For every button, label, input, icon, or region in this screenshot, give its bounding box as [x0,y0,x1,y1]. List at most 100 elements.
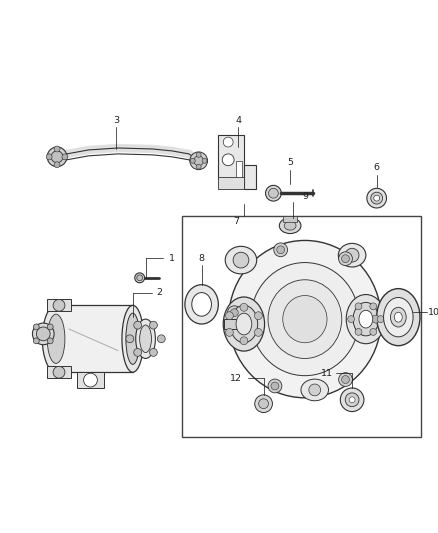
Ellipse shape [185,285,219,324]
Circle shape [355,328,362,335]
Bar [224,319,246,329]
Ellipse shape [47,147,67,167]
Circle shape [355,303,362,310]
Ellipse shape [223,297,265,351]
Bar [236,161,242,176]
Circle shape [196,164,201,169]
Text: 1: 1 [169,254,175,263]
Ellipse shape [353,302,379,336]
Ellipse shape [140,325,152,352]
Ellipse shape [230,305,258,343]
Circle shape [277,246,285,254]
Circle shape [367,188,386,208]
Ellipse shape [47,314,65,364]
Bar [219,177,244,189]
Ellipse shape [135,273,145,282]
Circle shape [349,397,355,403]
Bar [77,372,104,388]
Circle shape [369,312,382,326]
Circle shape [230,309,238,317]
Circle shape [47,338,53,344]
Ellipse shape [359,310,373,328]
Text: 2: 2 [156,288,162,297]
Bar [47,300,71,311]
Circle shape [370,328,377,335]
Circle shape [268,188,278,198]
Ellipse shape [338,244,366,267]
Circle shape [47,324,53,330]
Circle shape [254,328,262,336]
Ellipse shape [126,313,140,365]
Ellipse shape [32,323,54,345]
Circle shape [342,255,350,263]
Circle shape [309,384,321,396]
Ellipse shape [279,218,301,233]
Text: 7: 7 [233,217,239,226]
Text: 5: 5 [287,158,293,167]
Circle shape [226,312,233,320]
Circle shape [255,395,272,413]
Text: 4: 4 [235,116,241,125]
Ellipse shape [194,156,204,166]
Circle shape [191,158,195,163]
Text: 8: 8 [198,254,205,263]
Circle shape [53,366,65,378]
Circle shape [53,300,65,311]
Circle shape [345,248,359,262]
Circle shape [84,373,97,387]
Ellipse shape [301,379,328,401]
Circle shape [345,393,359,407]
Circle shape [265,185,281,201]
Circle shape [149,349,157,357]
Circle shape [134,349,141,357]
Circle shape [339,373,353,386]
Ellipse shape [284,221,296,230]
Circle shape [254,312,262,320]
Bar [56,305,133,372]
Circle shape [372,315,380,323]
Ellipse shape [36,327,50,341]
Circle shape [33,338,39,344]
Circle shape [54,146,60,152]
Ellipse shape [390,308,406,327]
Text: 12: 12 [230,374,242,383]
Circle shape [348,316,355,322]
Ellipse shape [122,305,144,372]
Circle shape [274,243,288,257]
Ellipse shape [136,319,155,359]
Bar [244,165,256,189]
Ellipse shape [192,293,212,316]
Circle shape [259,399,268,409]
Circle shape [370,303,377,310]
Circle shape [222,154,234,166]
Text: 9: 9 [302,192,308,201]
Ellipse shape [384,297,413,337]
Bar [283,216,297,222]
Circle shape [126,335,134,343]
Ellipse shape [225,246,257,274]
Ellipse shape [377,289,420,346]
Ellipse shape [283,295,327,343]
Ellipse shape [268,280,342,359]
Ellipse shape [42,305,70,372]
Circle shape [157,335,165,343]
Circle shape [240,303,248,311]
Text: 11: 11 [321,369,332,378]
Circle shape [54,161,60,168]
Circle shape [342,376,350,383]
Circle shape [196,152,201,157]
Circle shape [340,388,364,411]
Circle shape [233,252,249,268]
Circle shape [271,382,279,390]
Bar [182,216,421,437]
Circle shape [33,324,39,330]
Circle shape [134,321,141,329]
Text: 3: 3 [113,116,119,125]
Ellipse shape [394,312,402,322]
Ellipse shape [346,295,385,344]
Circle shape [240,337,248,345]
Circle shape [377,316,384,322]
Ellipse shape [251,263,359,376]
Circle shape [223,137,233,147]
Circle shape [149,321,157,329]
